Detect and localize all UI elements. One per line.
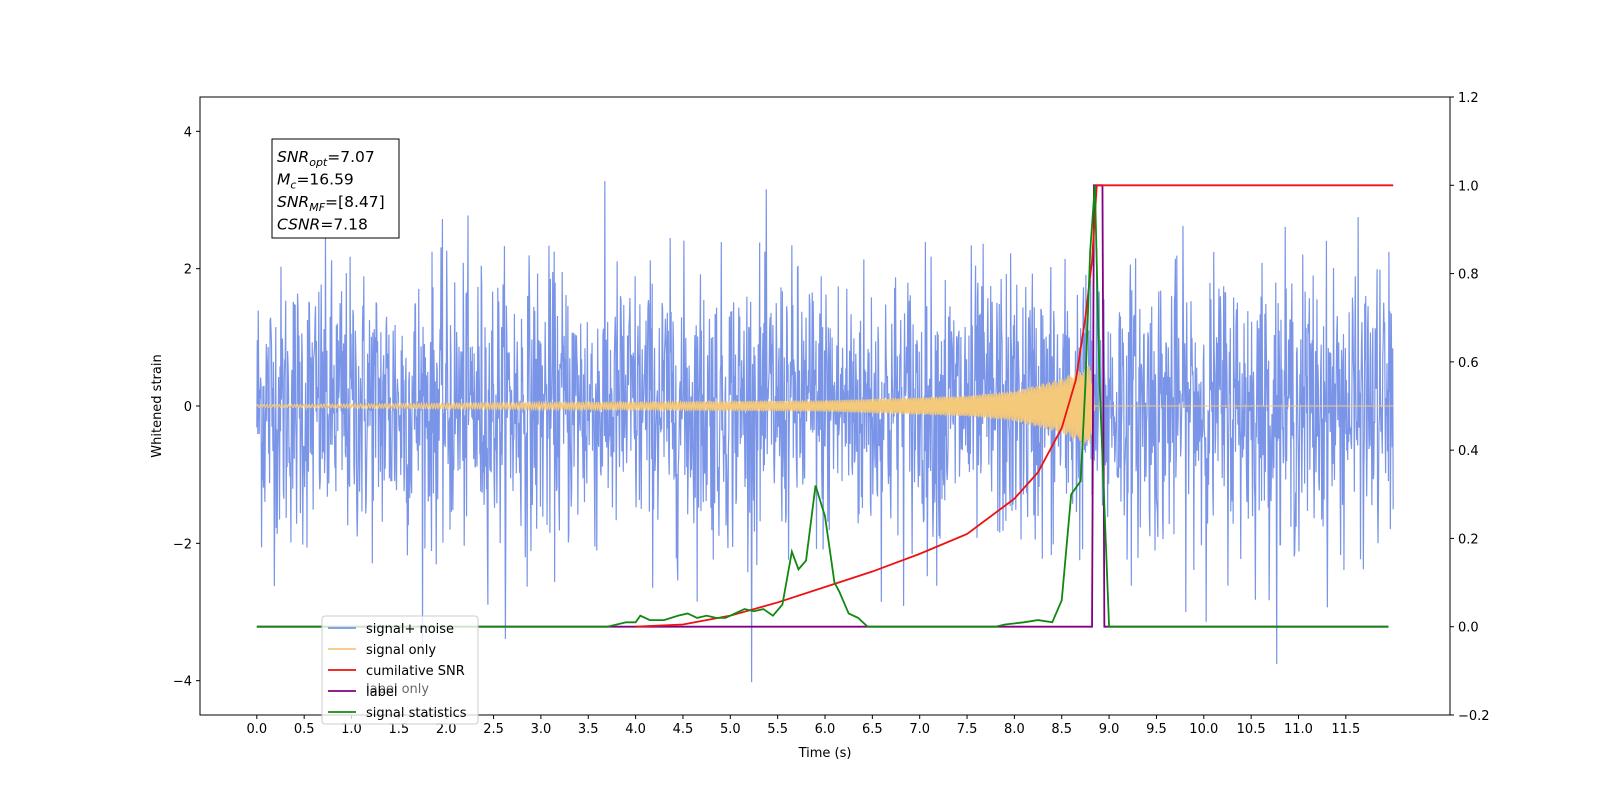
- x-tick-label: 1.5: [389, 722, 410, 737]
- x-tick-label: 6.5: [862, 722, 883, 737]
- legend-ghost-text: label only: [366, 682, 429, 697]
- y-axis-label: Whitened strain: [150, 354, 165, 457]
- y-left-tick-label: 4: [184, 125, 192, 140]
- x-tick-label: 0.5: [294, 722, 315, 737]
- x-tick-label: 9.5: [1146, 722, 1167, 737]
- info-line: SNRopt=7.07: [277, 148, 375, 169]
- x-axis: 0.0 0.5 1.0 1.5 2.0 2.5 3.0 3.5 4.0 4.5 5.0 5.5 6.0 6…: [246, 715, 1360, 737]
- x-tick-label: 0.0: [246, 722, 267, 737]
- x-tick-label: 8.0: [1004, 722, 1025, 737]
- y-right-tick-label: 0.0: [1458, 621, 1479, 636]
- x-tick-label: 8.5: [1051, 722, 1072, 737]
- legend-entry-label: signal+ noise: [366, 622, 454, 637]
- x-axis-label: Time (s): [798, 746, 852, 761]
- x-tick-label: 9.0: [1099, 722, 1120, 737]
- info-line: Mc=16.59: [277, 171, 354, 192]
- x-tick-label: 7.0: [909, 722, 930, 737]
- y-right-tick-label: 0.2: [1458, 532, 1479, 547]
- x-tick-label: 4.0: [625, 722, 646, 737]
- y-right-tick-label: 1.0: [1458, 179, 1479, 194]
- x-tick-label: 6.0: [815, 722, 836, 737]
- x-tick-label: 5.0: [720, 722, 741, 737]
- legend-entry-label: cumilative SNR: [366, 664, 465, 679]
- series-signal-statistics: [256, 185, 1389, 628]
- y-right-tick-label: 0.8: [1458, 268, 1479, 283]
- legend-frame: [321, 615, 479, 725]
- y-right-tick-label: −0.2: [1458, 709, 1490, 724]
- x-tick-label: 1.0: [341, 722, 362, 737]
- y-left-tick-label: −4: [173, 675, 192, 690]
- y-right-tick-label: 0.4: [1458, 444, 1479, 459]
- y-right-tick-label: 0.6: [1458, 356, 1479, 371]
- y-left-tick-label: 2: [184, 263, 192, 278]
- info-line: CSNR=7.18: [277, 216, 368, 234]
- legend-entry-label: signal statistics: [366, 706, 467, 721]
- series-signal-noise: [256, 181, 1394, 683]
- legend-entry-label: signal only: [366, 643, 436, 658]
- x-tick-label: 2.0: [436, 722, 457, 737]
- x-tick-label: 10.5: [1237, 722, 1266, 737]
- x-tick-label: 4.5: [673, 722, 694, 737]
- y-left-tick-label: −2: [173, 537, 192, 552]
- series-signal-only: [256, 365, 1394, 444]
- x-tick-label: 3.5: [578, 722, 599, 737]
- info-line: SNRMF=[8.47]: [277, 193, 385, 214]
- x-tick-label: 2.5: [483, 722, 504, 737]
- x-tick-label: 10.0: [1189, 722, 1218, 737]
- x-tick-label: 11.0: [1284, 722, 1313, 737]
- legend: label only signal+ noise signal only cumila…: [321, 615, 479, 725]
- legend-entry-label: label: [366, 685, 397, 700]
- x-tick-label: 11.5: [1331, 722, 1360, 737]
- y-right-tick-label: 1.2: [1458, 91, 1479, 106]
- x-tick-label: 7.5: [957, 722, 978, 737]
- x-tick-label: 5.5: [767, 722, 788, 737]
- x-tick-label: 3.0: [531, 722, 552, 737]
- y-axis-left: 4 2 0 −2 −4: [173, 125, 200, 690]
- y-axis-right: 1.2 1.0 0.8 0.6 0.4 0.2 0.0 −0.2: [1450, 91, 1490, 724]
- y-left-tick-label: 0: [184, 400, 192, 415]
- plot-area: [256, 181, 1394, 683]
- info-box-frame: [271, 138, 400, 239]
